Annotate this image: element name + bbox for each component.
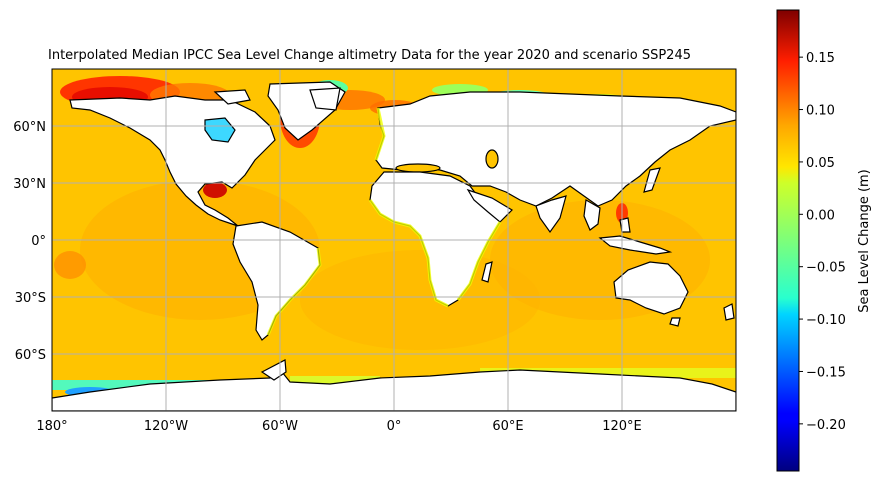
map-frame <box>51 68 737 412</box>
map-title: Interpolated Median IPCC Sea Level Chang… <box>48 48 691 63</box>
longitude-label: 60°E <box>492 419 523 434</box>
longitude-label: 0° <box>387 419 402 434</box>
colorbar-tick-label: 0.05 <box>806 156 835 171</box>
gridlines <box>52 69 736 411</box>
latitude-label: 30°N <box>13 177 46 192</box>
longitude-label: 180° <box>36 419 67 434</box>
longitude-label: 120°E <box>602 419 642 434</box>
colorbar-tick-label: −0.15 <box>806 365 846 380</box>
colorbar-ticks: 0.15 0.10 0.05 0.00 −0.05 −0.10 −0.15 −0.20 <box>799 51 846 433</box>
colorbar-tick-label: −0.20 <box>806 418 846 433</box>
colorbar-tick-label: 0.10 <box>806 104 835 119</box>
colorbar <box>776 9 800 472</box>
latitude-label: 60°N <box>13 120 46 135</box>
colorbar-tick-label: −0.05 <box>806 261 846 276</box>
longitude-label: 60°W <box>262 419 298 434</box>
latitude-label: 60°S <box>15 348 46 363</box>
colorbar-tick-label: 0.15 <box>806 51 835 66</box>
longitude-labels: 180° 120°W 60°W 0° 60°E 120°E <box>36 419 641 434</box>
latitude-label: 30°S <box>15 291 46 306</box>
colorbar-tick-label: −0.10 <box>806 313 846 328</box>
longitude-label: 120°W <box>144 419 188 434</box>
colorbar-label: Sea Level Change (m) <box>857 169 872 313</box>
latitude-labels: 60°N 30°N 0° 30°S 60°S <box>13 120 46 363</box>
colorbar-tick-label: 0.00 <box>806 208 835 223</box>
latitude-label: 0° <box>31 234 46 249</box>
